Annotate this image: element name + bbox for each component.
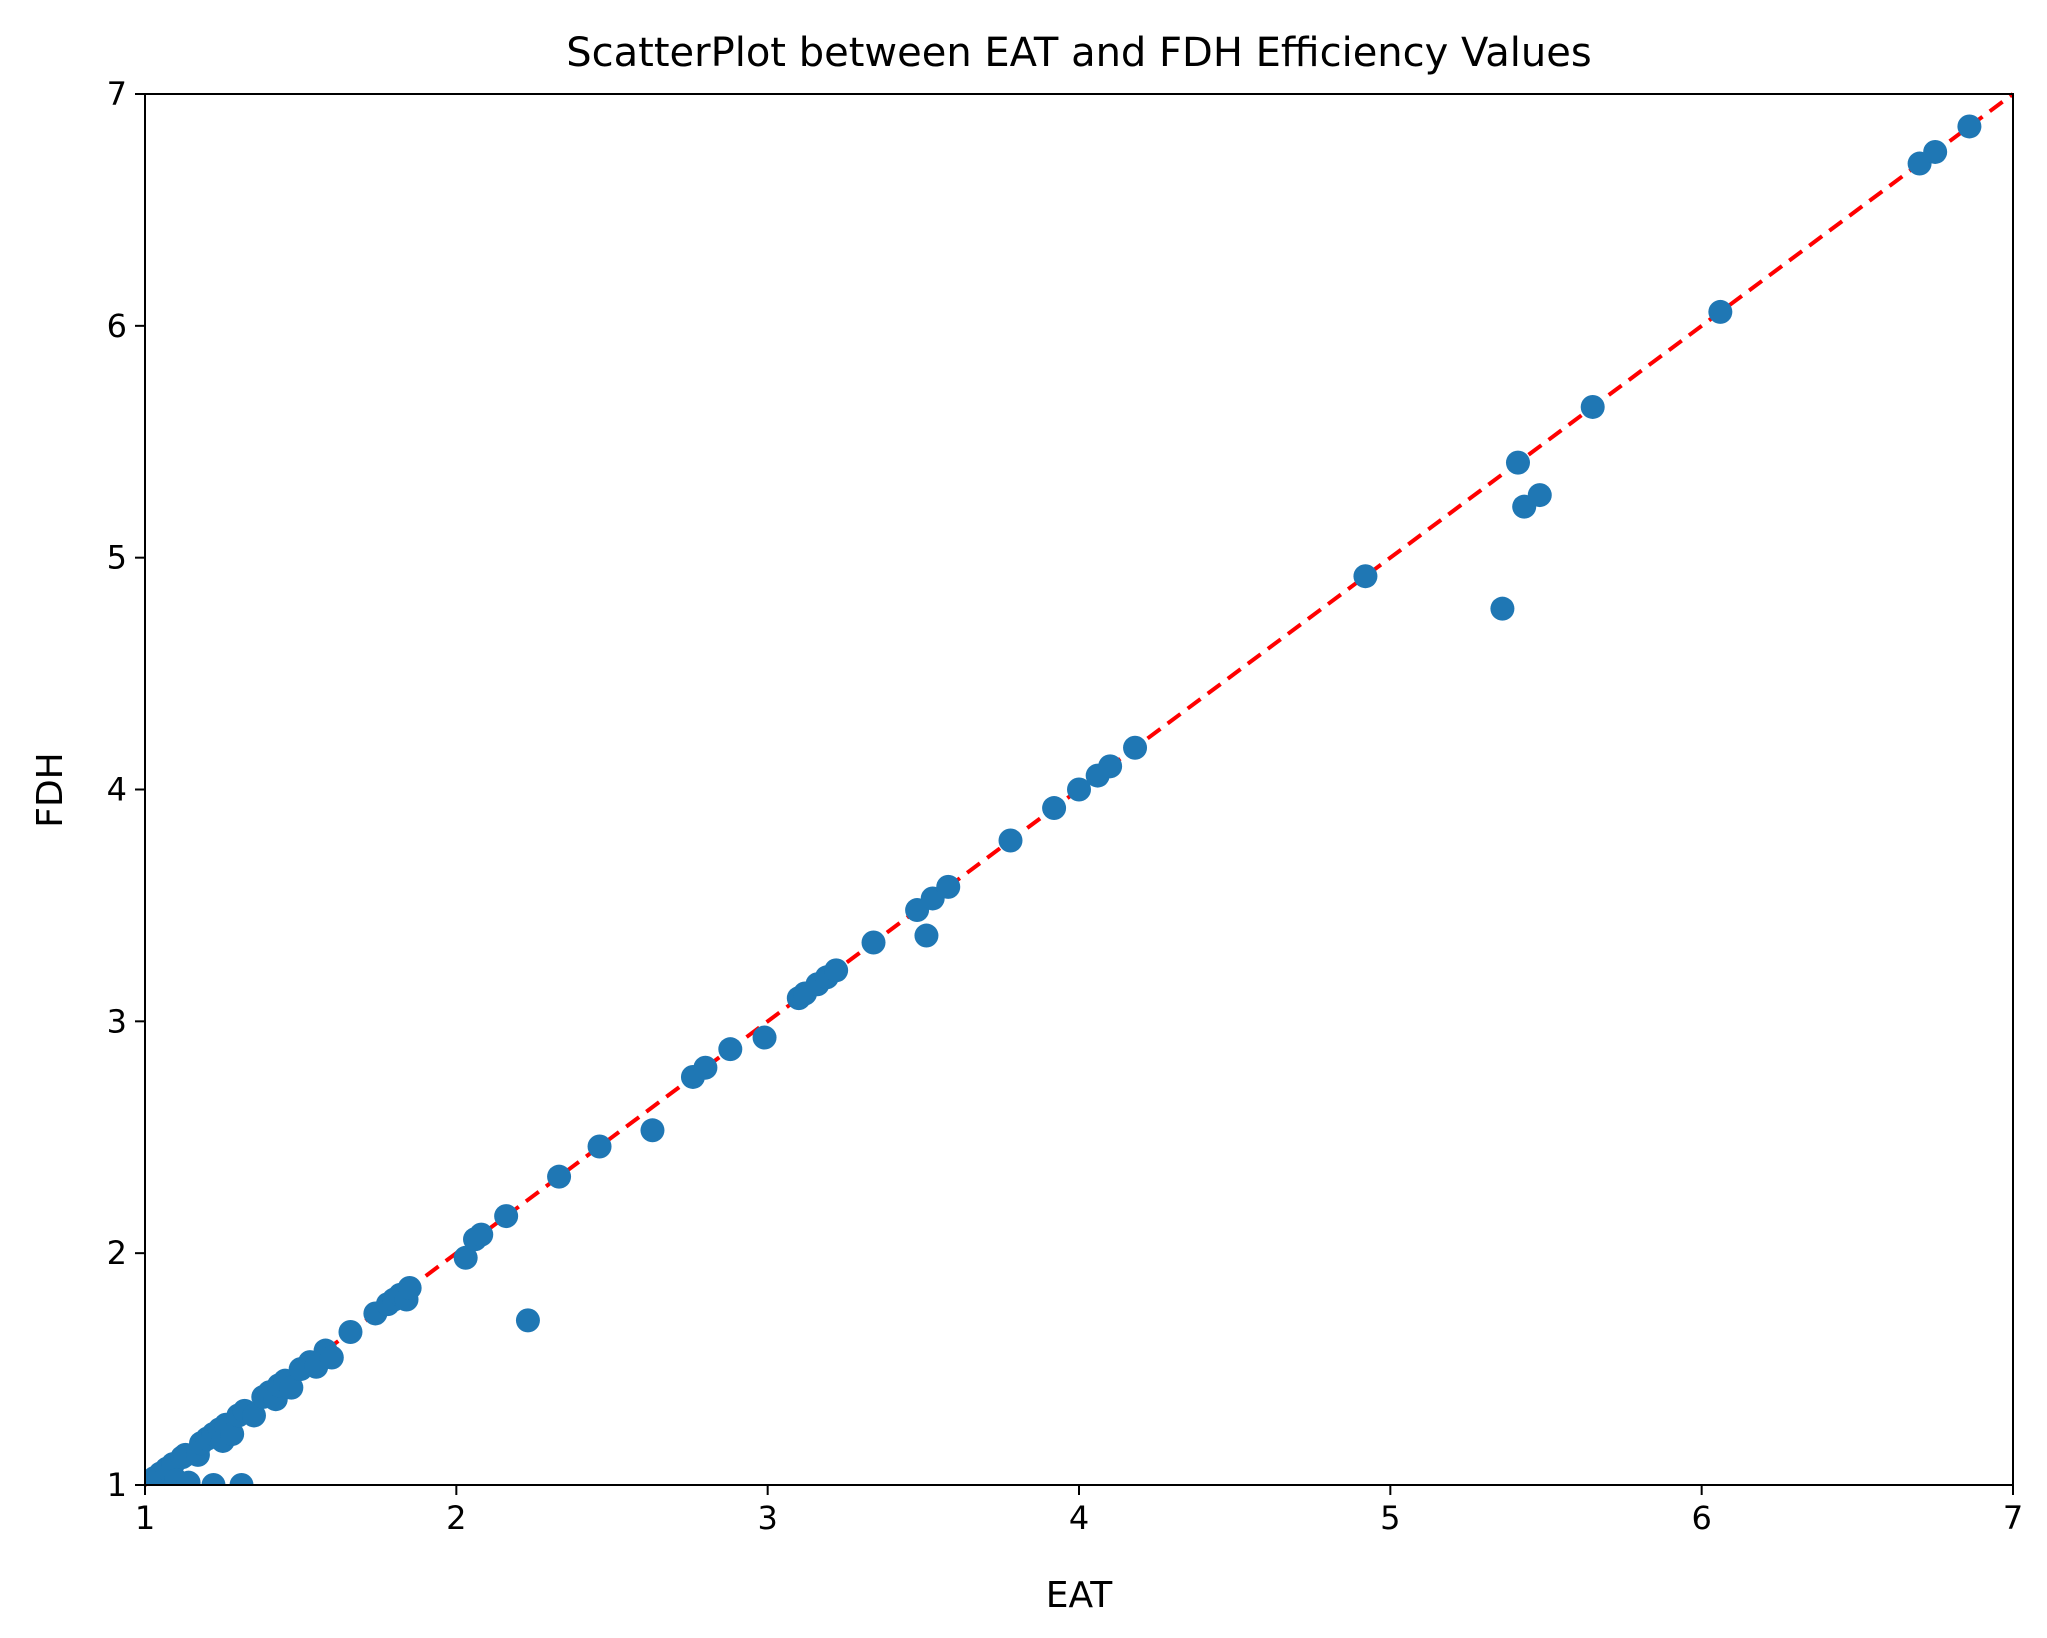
data-point [176,1470,201,1485]
y-axis-label: FDH [30,752,71,828]
data-point [1490,596,1515,621]
data-point [1957,114,1982,139]
data-point [752,1025,777,1050]
data-point [279,1375,304,1400]
data-point [1708,299,1733,324]
data-point [824,958,849,983]
data-point [1527,483,1552,508]
y-tick-label: 3 [107,1002,127,1040]
x-tick-label: 1 [135,1499,155,1537]
data-point [338,1319,363,1344]
y-axis-ticks: 1 2 3 4 5 6 7 [107,75,145,1504]
data-point [693,1055,718,1080]
data-point [1123,735,1148,760]
y-tick-label: 7 [107,75,127,113]
data-point [397,1275,422,1300]
data-point [220,1421,245,1446]
data-point [453,1245,478,1270]
x-tick-label: 7 [2003,1499,2023,1537]
x-tick-label: 3 [757,1499,777,1537]
x-axis-label: EAT [1046,1575,1114,1616]
y-tick-label: 2 [107,1234,127,1272]
data-point [201,1473,226,1485]
x-tick-label: 4 [1069,1499,1089,1537]
data-point [547,1164,572,1189]
x-axis-ticks: 1 2 3 4 5 6 7 [135,1485,2023,1537]
data-points [145,114,1982,1485]
data-point [587,1134,612,1159]
data-point [640,1118,665,1143]
data-point [1580,394,1605,419]
data-point [1042,796,1067,821]
data-point [914,923,939,948]
y-tick-label: 4 [107,771,127,809]
plot-area [143,92,2015,1487]
data-point [469,1222,494,1247]
data-point [1923,139,1948,164]
x-tick-label: 5 [1380,1499,1400,1537]
x-tick-label: 2 [446,1499,466,1537]
data-point [494,1204,519,1229]
data-point [936,874,961,899]
data-point [1098,754,1123,779]
chart-title: ScatterPlot between EAT and FDH Efficien… [566,30,1591,76]
data-point [1505,450,1530,475]
y-tick-label: 6 [107,307,127,345]
data-point [1067,777,1091,802]
y-tick-label: 1 [107,1466,127,1504]
y-tick-label: 5 [107,539,127,577]
data-point [515,1308,540,1333]
data-point [229,1473,254,1485]
data-point [1353,564,1378,589]
data-point [241,1403,266,1428]
data-point [718,1037,743,1062]
data-point [319,1345,344,1370]
data-point [861,930,886,955]
data-point [998,828,1023,853]
x-tick-label: 6 [1691,1499,1711,1537]
